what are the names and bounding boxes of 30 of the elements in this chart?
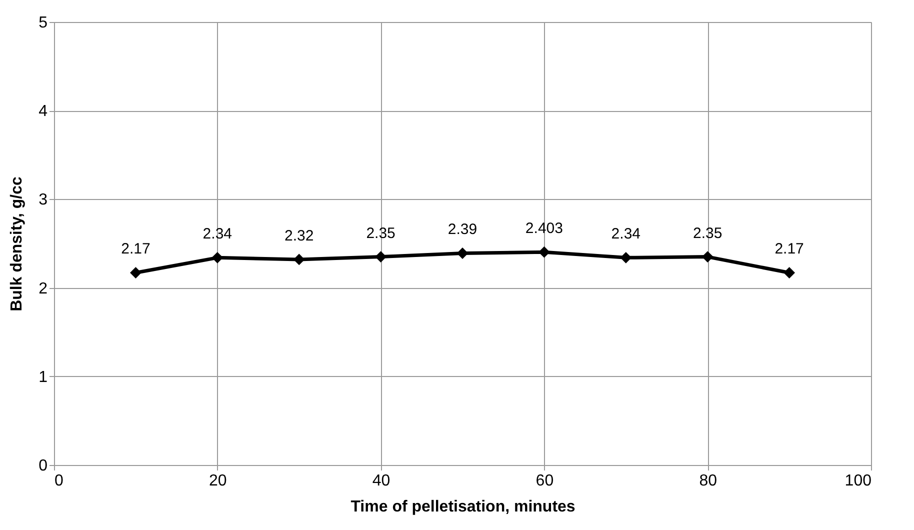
x-tick-label: 60	[536, 472, 554, 490]
y-tick-label: 1	[38, 368, 48, 386]
x-tick-label: 100	[844, 472, 872, 490]
data-label: 2.34	[202, 226, 232, 243]
y-tick-label: 3	[38, 192, 48, 209]
y-tick-label: 5	[38, 14, 48, 32]
x-axis-title: Time of pelletisation, minutes	[350, 498, 576, 516]
y-axis-title: Bulk density, g/cc	[8, 176, 26, 312]
data-label: 2.39	[448, 221, 478, 238]
y-tick-label: 2	[38, 280, 48, 298]
data-label: 2.35	[366, 224, 396, 242]
y-tick-label: 0	[38, 458, 48, 474]
data-label: 2.17	[121, 240, 150, 258]
data-label: 2.403	[525, 220, 563, 238]
point	[538, 246, 550, 258]
point	[456, 248, 468, 259]
point	[130, 267, 142, 278]
data-label: 2.34	[611, 226, 640, 243]
point	[620, 252, 632, 264]
y-tick-label: 4	[38, 103, 48, 120]
data-label: 2.35	[693, 224, 722, 242]
data-label: 2.17	[774, 240, 804, 258]
data-label: 2.32	[284, 227, 314, 244]
x-tick-label: 0	[54, 472, 64, 490]
point	[375, 251, 386, 262]
x-tick-label: 20	[209, 472, 227, 490]
x-tick-label: 80	[699, 472, 718, 490]
point	[784, 267, 795, 278]
point	[702, 251, 714, 262]
x-tick-label: 40	[372, 472, 390, 490]
